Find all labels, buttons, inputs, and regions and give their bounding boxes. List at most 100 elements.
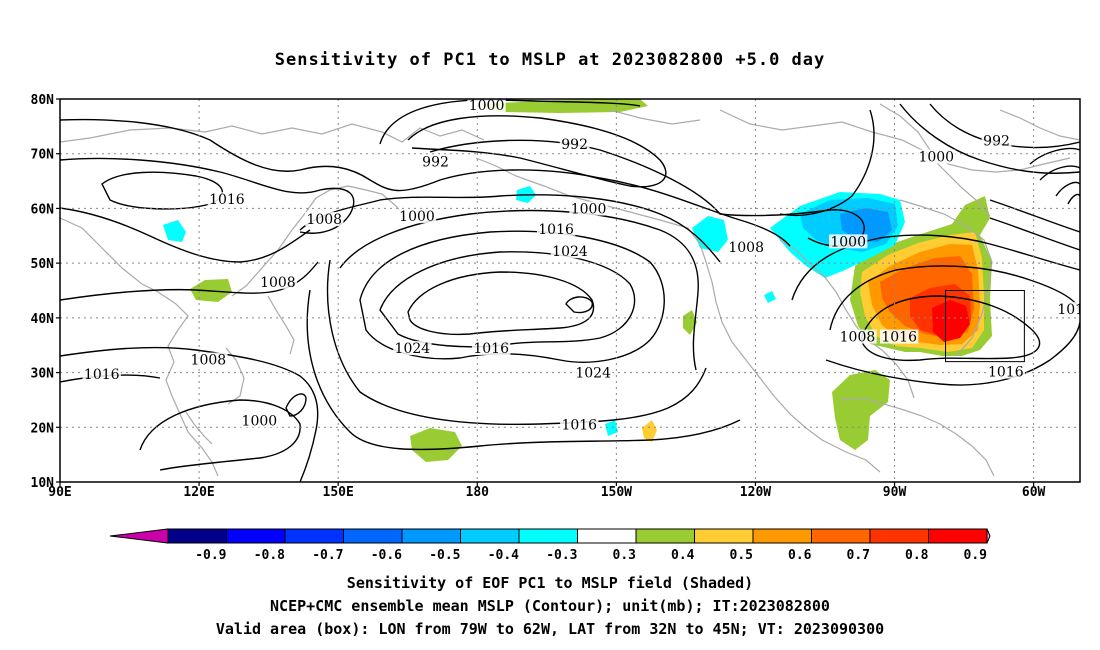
contour-label: 1000 xyxy=(242,413,278,429)
contour-labels: 1000 992 992 992 1000 1016 1008 1000 1000 1016 102… xyxy=(82,98,1084,434)
colorbar-label: -0.5 xyxy=(429,548,460,563)
contour-label: 1000 xyxy=(469,98,505,114)
contour-label-background xyxy=(1055,302,1080,317)
contour-label: 1016 xyxy=(209,192,245,208)
mslp-contour xyxy=(565,296,593,314)
colorbar-segment xyxy=(635,528,695,544)
contour-label: 1016 xyxy=(561,418,597,434)
contour-label: 101 xyxy=(1057,302,1084,318)
contour-label-background xyxy=(393,341,432,356)
colorbar-segment xyxy=(343,528,403,544)
colorbar-label: 0.5 xyxy=(730,548,753,563)
contour-label-background xyxy=(189,352,228,367)
lat-tick-label: 20N xyxy=(31,421,55,436)
mslp-contour xyxy=(299,194,721,263)
colorbar-label: -0.6 xyxy=(371,548,402,563)
lat-tick-label: 30N xyxy=(31,367,55,382)
mslp-contour xyxy=(989,199,1080,233)
colorbar-label: 0.6 xyxy=(788,548,812,563)
colorbar-label: -0.7 xyxy=(312,548,343,563)
contour-label-background xyxy=(560,417,599,432)
colorbar-segment xyxy=(811,528,871,544)
contour-label-background xyxy=(838,329,877,344)
lat-tick-label: 80N xyxy=(31,93,55,108)
contour-label-background xyxy=(420,154,451,169)
contour-label-background xyxy=(726,239,766,254)
colorbar-segment xyxy=(694,528,754,544)
mslp-contour xyxy=(326,259,707,426)
colorbar-low-extend xyxy=(109,528,169,544)
valid-area-box xyxy=(945,290,1025,363)
sensitivity-region-pos-03 xyxy=(410,428,462,462)
mslp-contour xyxy=(989,217,1080,251)
contour-label: 1008 xyxy=(260,275,296,291)
contour-label-background xyxy=(82,366,121,381)
mslp-contour xyxy=(1029,147,1080,165)
mslp-contour xyxy=(829,265,1080,331)
colorbar-segment xyxy=(577,528,637,544)
contour-label: 1008 xyxy=(840,330,876,346)
contour-label: 1000 xyxy=(571,202,607,218)
colorbar-label: -0.9 xyxy=(195,548,226,563)
mslp-contour xyxy=(60,346,319,482)
mslp-contour xyxy=(139,399,301,471)
mslp-contour xyxy=(825,321,1080,386)
latitude-labels: 80N 70N 60N 50N 40N 30N 20N 10N xyxy=(31,93,60,491)
contour-label: 992 xyxy=(561,137,588,153)
colorbar-segment xyxy=(518,528,578,544)
contour-label: 1016 xyxy=(84,367,120,383)
sensitivity-region-neg-03 xyxy=(163,220,186,242)
contour-label: 1000 xyxy=(830,234,866,250)
mslp-contour xyxy=(1055,181,1080,197)
lon-tick-label: 150W xyxy=(601,485,632,500)
mslp-contour xyxy=(779,109,875,217)
lon-tick-label: 150E xyxy=(323,485,354,500)
mslp-contour xyxy=(60,118,791,247)
contour-label: 1016 xyxy=(473,341,509,357)
contour-label-background xyxy=(207,192,247,207)
lon-tick-label: 120W xyxy=(740,485,771,500)
coastline xyxy=(475,157,881,473)
contour-label: 1008 xyxy=(728,240,764,256)
coastline xyxy=(60,123,485,143)
colorbar-segment xyxy=(167,528,227,544)
sensitivity-region-pos-03 xyxy=(683,310,697,335)
mslp-contour xyxy=(60,207,311,263)
colorbar-label: 0.9 xyxy=(964,548,987,563)
mslp-contour xyxy=(60,261,319,301)
mslp-contour xyxy=(60,157,355,234)
contour-label-background xyxy=(258,274,298,289)
contour-label-background xyxy=(550,244,590,259)
mslp-contour xyxy=(285,393,307,417)
lon-tick-label: 180 xyxy=(466,485,490,500)
contour-label-background xyxy=(569,201,608,216)
coastline xyxy=(719,109,991,217)
footer-caption-2: NCEP+CMC ensemble mean MSLP (Contour); u… xyxy=(270,597,830,615)
colorbar-segment xyxy=(284,528,344,544)
coastline xyxy=(839,397,995,477)
mslp-contour xyxy=(359,230,665,363)
contour-label: 1024 xyxy=(575,366,611,382)
contour-label: 992 xyxy=(983,134,1010,150)
coastline xyxy=(899,199,993,357)
contour-label: 1000 xyxy=(399,209,435,225)
mslp-contour xyxy=(791,234,1080,301)
contour-label: 1024 xyxy=(552,244,588,260)
contour-label-background xyxy=(305,211,344,226)
mslp-contour xyxy=(339,209,699,371)
colorbar-label: -0.8 xyxy=(254,548,285,563)
sensitivity-region-pos-03 xyxy=(832,370,890,450)
contour-label: 992 xyxy=(422,154,449,170)
footer-caption-3: Valid area (box): LON from 79W to 62W, L… xyxy=(215,620,885,638)
longitude-labels: 90E 120E 150E 180 150W 120W 90W 60W xyxy=(48,482,1046,500)
mslp-contour xyxy=(407,115,667,188)
chart-title: Sensitivity of PC1 to MSLP at 2023082800… xyxy=(274,50,826,70)
sensitivity-region-pos-04 xyxy=(642,420,657,442)
lat-tick-label: 40N xyxy=(31,312,55,327)
mslp-contour xyxy=(306,289,741,451)
contour-label: 1016 xyxy=(538,222,574,238)
contour-label-background xyxy=(981,133,1012,148)
coastline xyxy=(879,103,1071,173)
lat-tick-label: 70N xyxy=(31,148,55,163)
